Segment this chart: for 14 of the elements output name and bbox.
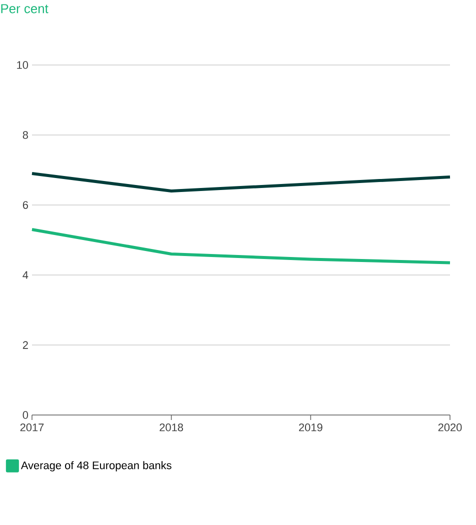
- x-tick-label: 2017: [20, 424, 44, 432]
- y-tick-label: 4: [22, 271, 28, 279]
- line-series: [30, 228, 452, 264]
- y-axis-title: Per cent: [1, 4, 48, 14]
- legend-label: Average of 48 European banks: [20, 461, 172, 472]
- x-tick-label: 2020: [438, 424, 462, 432]
- y-tick-label: 6: [22, 201, 28, 209]
- x-tick-label: 2019: [299, 424, 322, 432]
- y-tick-label: 0: [22, 411, 28, 419]
- x-tick-label: 2018: [160, 424, 184, 432]
- line-series: [30, 172, 452, 192]
- y-tick-label: 8: [22, 131, 28, 139]
- y-tick-label: 10: [17, 61, 28, 69]
- y-tick-label: 2: [22, 341, 28, 349]
